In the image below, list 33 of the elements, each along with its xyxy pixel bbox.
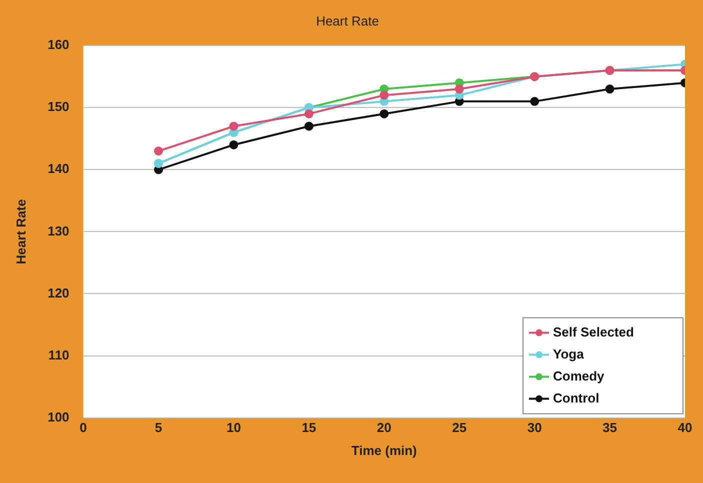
point <box>380 109 389 118</box>
point <box>530 96 540 106</box>
x-tick-label: 25 <box>452 420 467 436</box>
legend-label: Control <box>553 390 600 406</box>
x-tick-label: 5 <box>154 420 162 436</box>
point <box>304 109 314 118</box>
legend-label: Self Selected <box>553 324 634 340</box>
point <box>229 140 238 150</box>
x-axis-title: Time (min) <box>351 442 417 458</box>
x-tick-label: 35 <box>602 420 618 436</box>
legend-label: Yoga <box>553 346 585 362</box>
x-tick-label: 15 <box>302 420 316 436</box>
x-tick-label: 10 <box>226 420 241 436</box>
x-tick-label: 0 <box>80 420 87 436</box>
x-tick-label: 30 <box>527 420 542 436</box>
x-tick-label: 40 <box>678 420 692 436</box>
x-tick-label: 20 <box>376 420 392 436</box>
y-tick-label: 140 <box>48 161 70 176</box>
point <box>454 84 464 94</box>
y-tick-label: 150 <box>48 99 70 114</box>
y-axis-title: Heart Rate <box>13 199 28 264</box>
y-tick-label: 130 <box>48 223 70 238</box>
point <box>154 146 164 156</box>
y-tick-label: 100 <box>48 409 70 424</box>
y-tick-label: 120 <box>48 285 70 300</box>
point <box>380 90 389 100</box>
y-tick-label: 110 <box>48 347 70 362</box>
y-tick-label: 160 <box>48 37 70 52</box>
point <box>605 84 614 94</box>
chart-title: Heart Rate <box>316 13 379 28</box>
legend-label: Comedy <box>553 368 606 384</box>
point <box>304 122 314 131</box>
point <box>229 122 238 131</box>
